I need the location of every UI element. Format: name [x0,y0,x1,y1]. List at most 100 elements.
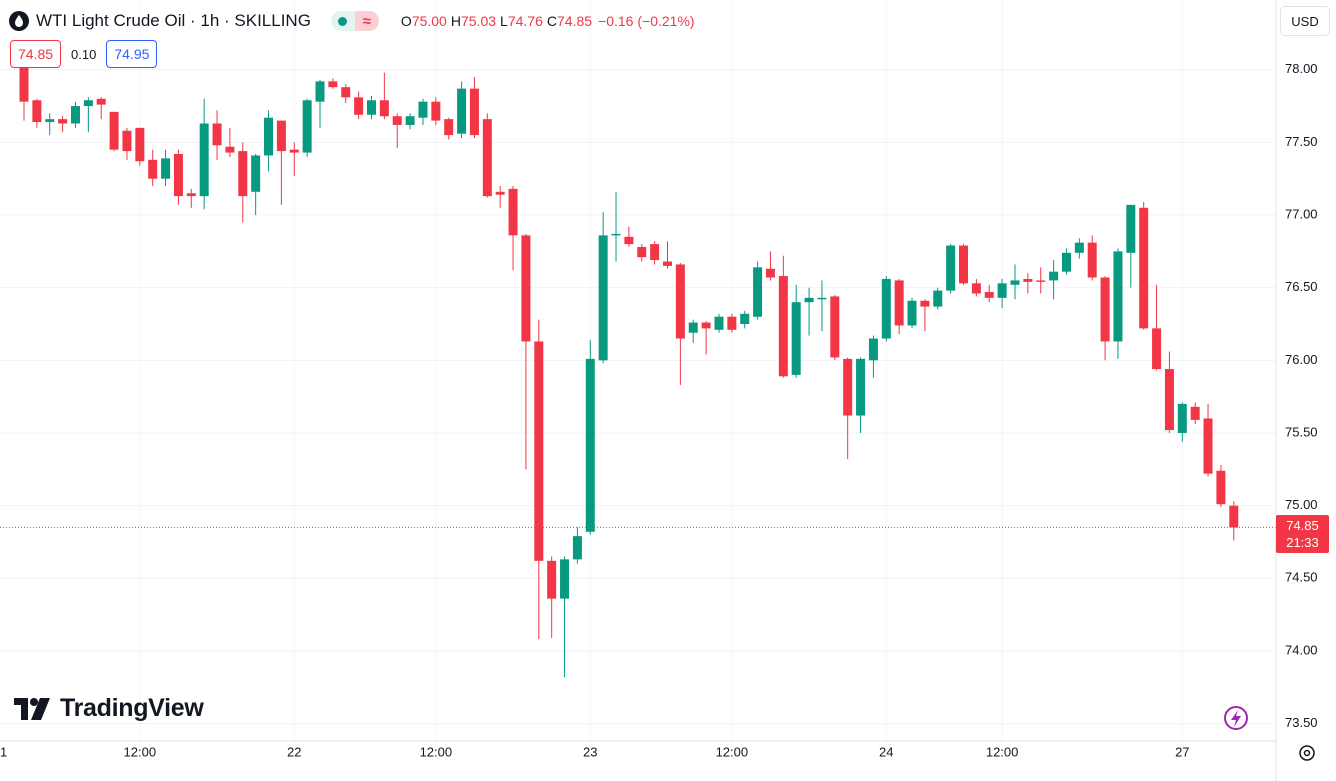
status-pill[interactable]: ≈ [330,11,379,31]
candle-body [856,358,866,416]
bid[interactable]: 74.85 [10,40,62,68]
candle-body [495,191,505,195]
candle-body [868,338,878,361]
lightning-icon[interactable] [1224,706,1248,730]
candle-body [1074,242,1084,253]
ask[interactable]: 74.95 [106,40,158,68]
settings-icon[interactable] [1299,745,1315,761]
candle-body [1126,204,1136,253]
candle-body [1113,251,1123,342]
candle-body [302,100,312,153]
candle-body [727,316,737,330]
candle-body [83,100,93,107]
ohlc-value: 75.03 [460,13,497,29]
candle-body [688,322,698,333]
ohlc-legend: O 75.00 H 75.03 L 74.76 C 74.85 [401,13,596,29]
candle-body [212,123,222,146]
candle-body [32,100,42,123]
last-price: 74.85 [1286,518,1319,534]
candle-body [1203,418,1213,474]
ohlc-key: L [500,13,508,29]
candle-body [765,268,775,278]
candle-body [547,560,557,599]
candle-body [1152,328,1162,370]
x-edge-label: 1 [0,744,7,759]
candle-body [637,247,647,258]
candle-body [521,235,531,342]
candle-body [135,127,145,162]
candle-body [161,158,171,179]
currency[interactable]: USD [1280,6,1330,36]
x-tick-label: 12:00 [986,744,1019,759]
candle-body [405,116,415,125]
candle-body [1087,242,1097,278]
candle-body [1049,271,1059,281]
ohlc-key: O [400,13,412,29]
symbol-icon [9,11,29,31]
candle-body [122,130,132,152]
candle-body [598,235,608,361]
candle-body [663,261,672,266]
candle-body [560,559,570,599]
quotes: 74.85 0.10 74.95 [10,40,158,68]
candle-body [843,358,853,416]
candle-body [238,151,248,197]
candle-body [70,106,80,124]
candle-body [624,236,634,245]
candle-body [740,313,750,325]
candle-body [830,296,840,358]
candle-body [1216,470,1226,505]
candle-body [907,300,917,326]
y-tick-label: 77.00 [1285,206,1318,221]
y-tick-label: 73.50 [1285,715,1318,730]
candle-body [186,193,196,197]
last-price-label: 74.85 21:33 [1276,515,1329,554]
countdown: 21:33 [1286,535,1319,551]
candle-body [959,245,969,284]
candle-body [315,81,325,102]
y-tick-label: 74.50 [1285,570,1318,585]
candle-body [431,101,441,121]
candle-body [19,62,29,102]
y-tick-label: 76.50 [1285,279,1318,294]
x-tick-label: 24 [879,744,893,759]
candle-body [753,267,763,317]
candle-body [675,264,685,339]
candle-body [701,322,711,329]
candle-body [58,119,68,124]
candle-body [1100,277,1110,342]
candle-body [1061,252,1071,272]
candle-body [289,149,299,153]
candle-body [971,283,981,294]
candle-body [997,283,1007,298]
candle-body [148,159,158,179]
candle-body [173,154,183,197]
y-tick-label: 75.00 [1285,497,1318,512]
x-tick-label: 23 [583,744,597,759]
y-tick-label: 77.50 [1285,134,1318,149]
x-tick-label: 12:00 [124,744,157,759]
y-tick-label: 75.50 [1285,424,1318,439]
candle-body [457,88,467,134]
candle-body [199,123,209,197]
candle-body [354,97,364,115]
candle-body [1036,280,1046,282]
candle-body [1023,278,1033,282]
candle-body [328,81,338,88]
candle-body [894,280,904,326]
x-tick-label: 22 [287,744,301,759]
candle-body [933,290,943,307]
x-tick-label: 12:00 [716,744,749,759]
brand: TradingView [14,694,204,723]
y-tick-label: 78.00 [1285,61,1318,76]
candle-body [881,278,891,339]
candle-body [264,117,274,156]
candle-body [585,358,595,532]
candle-body [1177,403,1187,433]
candle-body [650,244,660,261]
candle-body [444,119,454,136]
candle-body [804,297,814,303]
candle-body [508,188,518,236]
